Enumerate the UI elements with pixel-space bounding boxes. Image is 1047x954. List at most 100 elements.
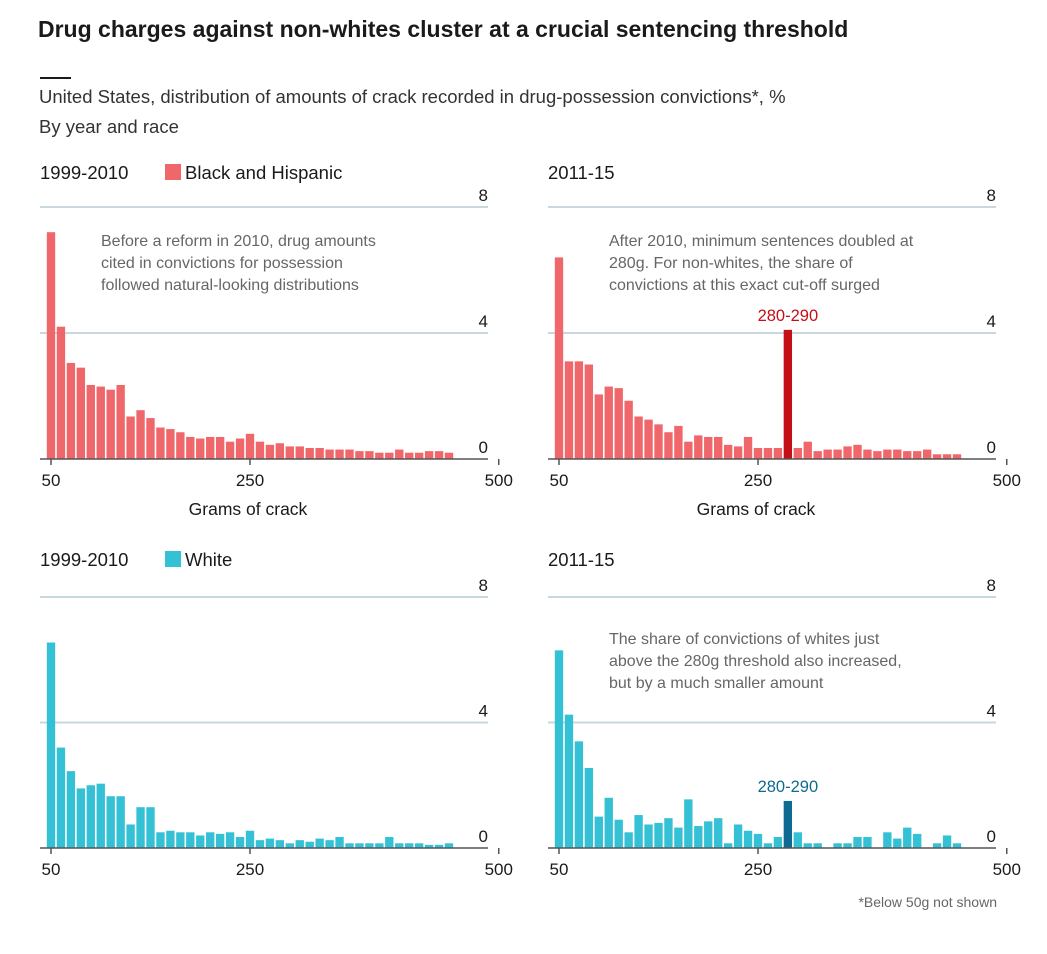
panel-3-bar [235,837,245,848]
panel-2-bar [843,446,852,459]
panel-3-bar [86,785,95,848]
panel-2-xtick-50: 50 [550,471,569,490]
panel-3-bar [186,832,195,848]
panel-2-bar [932,454,942,459]
panel-3-bar [66,771,76,848]
panel-2-bar [813,451,822,460]
panel-4-bar [913,833,922,848]
panel-2-bar [793,447,802,459]
panel-1-bar [156,427,165,459]
panel-4-bar [893,838,902,848]
footnote: *Below 50g not shown [858,894,997,910]
panel-3-bar [136,807,145,848]
panel-1-bar [424,451,434,460]
panel-2-bar [594,394,603,459]
panel-1-bar [206,436,215,459]
panel-4-annotation-line: above the 280g threshold also increased, [609,653,902,670]
panel-2-bar [893,449,902,459]
panel-4-bar [753,833,763,848]
panel-3-bar [434,844,444,848]
panel-2-annotation-line: convictions at this exact cut-off surged [609,277,880,294]
panel-1-bar [86,384,95,459]
panel-2-bar [694,435,703,460]
panel-4-bar [743,830,753,848]
panel-2-bar [654,424,663,459]
panel-2-bar [554,257,564,459]
panel-2-xlabel: Grams of crack [697,499,816,519]
panel-1-bar [255,441,265,459]
panel-3-xtick-500: 500 [485,860,513,879]
panel-4-ytick-8: 8 [987,576,996,595]
panel-1-bar [76,367,86,459]
panel-4-bar [863,837,872,848]
panel-2-annotation-line: 280g. For non-whites, the share of [609,255,853,272]
panel-4-period-label: 2011-15 [548,549,615,570]
panel-2-bar [624,400,633,459]
panel-1-xtick-500: 500 [485,471,513,490]
panel-2-xtick-500: 500 [993,471,1021,490]
panel-4-bar [614,819,623,848]
panel-1-ytick-8: 8 [479,186,488,205]
panel-4-bar [564,714,574,848]
panel-2-bar [922,449,932,459]
panel-3-bar [146,807,155,848]
panel-3-bar [285,843,294,848]
panel-2-bar [763,447,773,459]
panel-1-bar [385,452,394,459]
chart-subtitle-2: By year and race [39,116,179,137]
panel-3-bar [414,843,424,848]
panel-4-bar [634,815,643,848]
panel-3-bar [46,642,56,848]
panel-3-bar [76,788,86,848]
panel-2-ytick-4: 4 [987,312,996,331]
panel-3-bar [444,843,454,848]
panel-4-bar [903,827,912,848]
panel-4-bar [833,843,842,848]
panel-1-bar [315,447,324,459]
panel-2-annotation-line: After 2010, minimum sentences doubled at [609,233,914,250]
panel-4-bar [554,650,564,848]
panel-1-bar [285,446,294,459]
panel-1-bar [414,452,424,459]
panel-2-bar [714,436,723,459]
panel-2-bar [833,449,842,459]
panel-2-bar [723,444,733,459]
panel-1-bar [136,410,145,459]
panel-3-xtick-50: 50 [42,860,61,879]
panel-4-bar [942,835,952,848]
panel-4-bar [704,821,713,848]
panel-1-bar [56,326,66,459]
panel-2-bar [873,451,882,460]
panel-1-annotation-line: cited in convictions for possession [101,255,343,272]
panel-2-bar [743,436,753,459]
panel-1-bar [176,432,185,459]
panel-1-bar [245,433,255,459]
panel-3-bar [156,832,165,848]
panel-2-xtick-250: 250 [744,471,772,490]
panel-4-highlight-label: 280-290 [758,778,819,796]
panel-2-bar [823,449,832,459]
panel-4-bar [584,767,594,848]
panel-1-ytick-0: 0 [479,438,488,457]
panel-3-ytick-4: 4 [479,702,488,721]
panel-2-bar [644,419,653,460]
panel-4-annotation-line: but by a much smaller amount [609,675,824,692]
panel-1-bar [355,451,364,460]
chart-title: Drug charges against non-whites cluster … [38,16,849,42]
panel-2-ytick-8: 8 [987,186,996,205]
panel-1-bar [186,436,195,459]
panel-4-annotation-line: The share of convictions of whites just [609,631,880,648]
panel-1-bar [235,438,245,459]
panel-2-bar [853,444,862,459]
panel-4-xtick-500: 500 [993,860,1021,879]
panel-3-bar [116,796,125,848]
panel-2-bar [803,441,812,459]
panel-3-bar [305,841,314,848]
panel-1-period-label: 1999-2010 [40,162,128,183]
panel-1-bar [345,449,354,459]
panel-1-bar [66,362,76,459]
panel-1-bar [295,446,304,459]
panel-1-bar [166,429,175,459]
panel-2-bar [674,425,683,459]
